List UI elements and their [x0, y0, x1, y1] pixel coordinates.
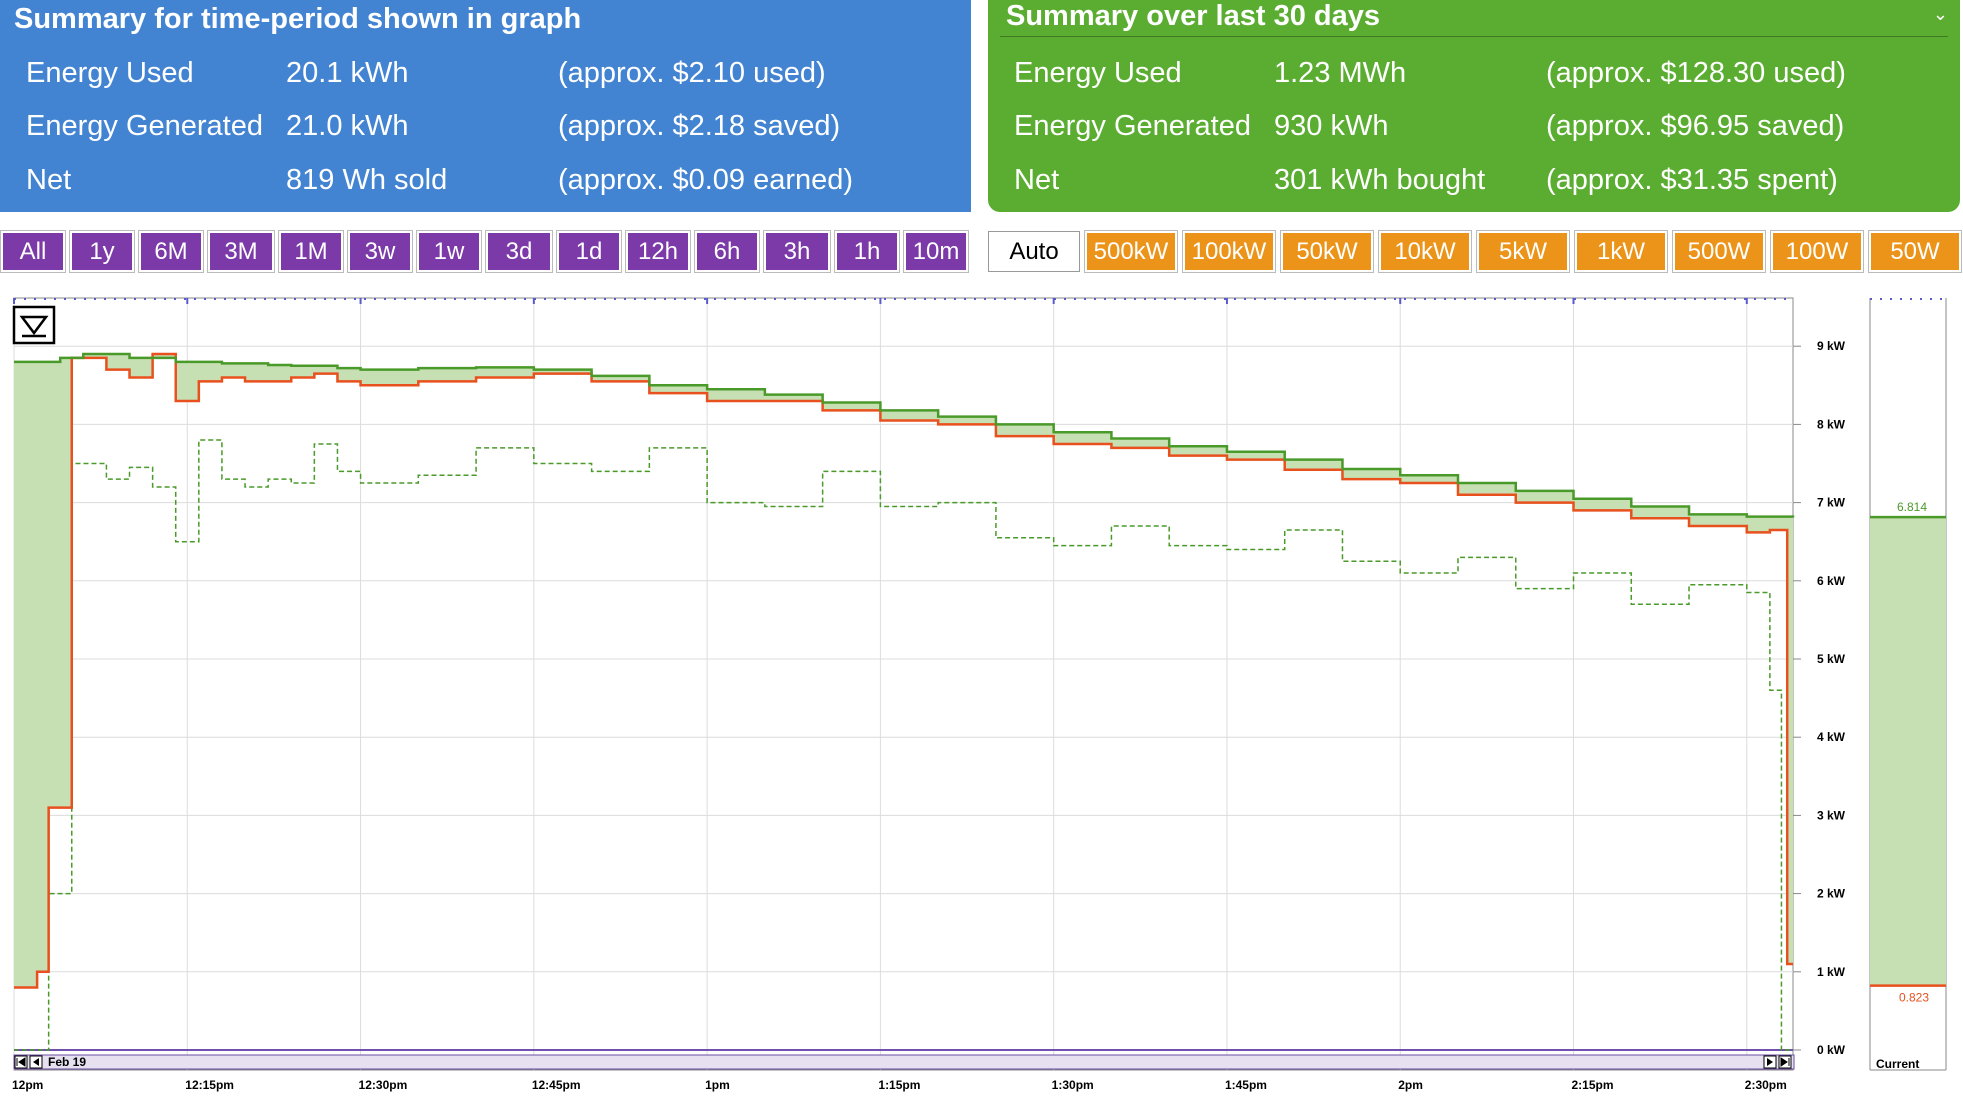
- power-chart[interactable]: 0 kW 1 kW 2 kW 3 kW 4 kW 5 kW 6 kW 7 kW 8 kW 9 kW…: [0, 290, 1963, 1099]
- time-range-1d-button[interactable]: 1d: [557, 231, 621, 272]
- y-tick-label: 6 kW: [1817, 574, 1846, 588]
- time-range-6M-button[interactable]: 6M: [139, 231, 203, 272]
- summary-graph-title: Summary for time-period shown in graph: [14, 3, 582, 35]
- row-note: (approx. $2.18 saved): [558, 110, 841, 142]
- navigator-bar[interactable]: [13, 1054, 1795, 1070]
- row-value: 20.1 kWh: [286, 57, 409, 89]
- menu-toggle-icon[interactable]: [12, 305, 56, 345]
- time-range-3M-button[interactable]: 3M: [208, 231, 274, 272]
- time-range-1h-button[interactable]: 1h: [835, 231, 899, 272]
- chevron-down-icon[interactable]: ⌄: [1932, 4, 1948, 24]
- y-tick-label: 2 kW: [1817, 887, 1846, 901]
- x-tick-label: 12:45pm: [532, 1078, 581, 1092]
- x-tick-label: 12pm: [12, 1078, 43, 1092]
- used-series-line: [14, 352, 1793, 989]
- row-note: (approx. $0.09 earned): [558, 164, 854, 196]
- x-tick-label: 2:30pm: [1745, 1078, 1787, 1092]
- x-tick-label: 1pm: [705, 1078, 730, 1092]
- current-surplus-bar: [1870, 517, 1946, 986]
- nav-last-icon[interactable]: [1778, 1055, 1792, 1069]
- time-range-3h-button[interactable]: 3h: [764, 231, 830, 272]
- row-label: Energy Generated: [1014, 110, 1251, 142]
- row-note: (approx. $128.30 used): [1546, 57, 1846, 89]
- time-range-3d-button[interactable]: 3d: [486, 231, 552, 272]
- scale-500kW-button[interactable]: 500kW: [1085, 231, 1177, 272]
- time-range-1y-button[interactable]: 1y: [70, 231, 134, 272]
- chart-axes: 0 kW 1 kW 2 kW 3 kW 4 kW 5 kW 6 kW 7 kW 8 kW 9 kW…: [12, 339, 1846, 1092]
- triangle-down-icon[interactable]: [19, 315, 49, 336]
- row-value: 301 kWh bought: [1274, 164, 1486, 196]
- net-series-line: [14, 439, 1793, 1051]
- row-value: 1.23 MWh: [1274, 57, 1407, 89]
- scale-1kW-button[interactable]: 1kW: [1575, 231, 1667, 272]
- chart-grid: [13, 297, 1794, 1071]
- nav-first-icon[interactable]: [14, 1055, 28, 1069]
- summary-30d-panel[interactable]: Summary over last 30 days ⌄ Energy Used …: [988, 0, 1960, 212]
- summary-30d-title[interactable]: Summary over last 30 days: [1006, 0, 1380, 32]
- row-value: 819 Wh sold: [286, 164, 448, 196]
- y-tick-label: 9 kW: [1817, 339, 1846, 353]
- y-tick-label: 0 kW: [1817, 1043, 1846, 1057]
- x-tick-label: 1:45pm: [1225, 1078, 1267, 1092]
- x-tick-label: 2pm: [1398, 1078, 1423, 1092]
- row-label: Energy Generated: [26, 110, 263, 142]
- row-label: Energy Used: [26, 57, 194, 89]
- scale-500W-button[interactable]: 500W: [1673, 231, 1765, 272]
- current-generated-label: 6.814: [1897, 500, 1927, 514]
- time-range-10m-button[interactable]: 10m: [904, 231, 968, 272]
- time-range-1M-button[interactable]: 1M: [279, 231, 343, 272]
- scale-50kW-button[interactable]: 50kW: [1281, 231, 1373, 272]
- row-label: Energy Used: [1014, 57, 1182, 89]
- row-value: 21.0 kWh: [286, 110, 409, 142]
- x-tick-label: 12:30pm: [359, 1078, 408, 1092]
- summary-row-energy-used: Energy Used 1.23 MWh (approx. $128.30 us…: [988, 57, 1960, 97]
- time-range-6h-button[interactable]: 6h: [695, 231, 759, 272]
- row-label: Net: [1014, 164, 1060, 196]
- y-tick-label: 3 kW: [1817, 808, 1846, 822]
- date-label: Feb 19: [48, 1055, 86, 1069]
- summary-row-energy-generated: Energy Generated 21.0 kWh (approx. $2.18…: [0, 110, 971, 150]
- row-label: Net: [26, 164, 72, 196]
- title-underline: [1000, 36, 1948, 37]
- chart-plot: [14, 352, 1795, 1051]
- summary-row-net: Net 301 kWh bought (approx. $31.35 spent…: [988, 164, 1960, 204]
- time-range-all-button[interactable]: All: [1, 231, 65, 272]
- y-tick-label: 1 kW: [1817, 965, 1846, 979]
- time-range-3w-button[interactable]: 3w: [348, 231, 412, 272]
- y-tick-label: 8 kW: [1817, 417, 1846, 431]
- x-tick-label: 12:15pm: [185, 1078, 234, 1092]
- row-note: (approx. $2.10 used): [558, 57, 826, 89]
- y-tick-label: 4 kW: [1817, 730, 1846, 744]
- current-used-label: 0.823: [1899, 991, 1929, 1005]
- plot-frame: [13, 297, 1794, 1071]
- summary-graph-panel: Summary for time-period shown in graph E…: [0, 0, 971, 212]
- summary-row-energy-used: Energy Used 20.1 kWh (approx. $2.10 used…: [0, 57, 971, 97]
- current-panel: 6.814 0.823 Current: [1869, 298, 1947, 1071]
- row-value: 930 kWh: [1274, 110, 1389, 142]
- scale-auto-button[interactable]: Auto: [988, 231, 1080, 272]
- row-note: (approx. $31.35 spent): [1546, 164, 1838, 196]
- nav-next-icon[interactable]: [1763, 1055, 1777, 1069]
- summary-row-net: Net 819 Wh sold (approx. $0.09 earned): [0, 164, 971, 204]
- x-tick-label: 1:30pm: [1052, 1078, 1094, 1092]
- y-tick-label: 5 kW: [1817, 652, 1846, 666]
- nav-prev-icon[interactable]: [29, 1055, 43, 1069]
- scale-5kW-button[interactable]: 5kW: [1477, 231, 1569, 272]
- time-range-12h-button[interactable]: 12h: [626, 231, 690, 272]
- scale-50W-button[interactable]: 50W: [1869, 231, 1961, 272]
- y-tick-label: 7 kW: [1817, 496, 1846, 510]
- generated-series-line: [14, 352, 1795, 518]
- summary-row-energy-generated: Energy Generated 930 kWh (approx. $96.95…: [988, 110, 1960, 150]
- row-note: (approx. $96.95 saved): [1546, 110, 1845, 142]
- scale-10kW-button[interactable]: 10kW: [1379, 231, 1471, 272]
- scale-100kW-button[interactable]: 100kW: [1183, 231, 1275, 272]
- current-caption: Current: [1876, 1057, 1919, 1071]
- scale-100W-button[interactable]: 100W: [1771, 231, 1863, 272]
- x-tick-label: 1:15pm: [878, 1078, 920, 1092]
- time-range-1w-button[interactable]: 1w: [417, 231, 481, 272]
- x-tick-label: 2:15pm: [1572, 1078, 1614, 1092]
